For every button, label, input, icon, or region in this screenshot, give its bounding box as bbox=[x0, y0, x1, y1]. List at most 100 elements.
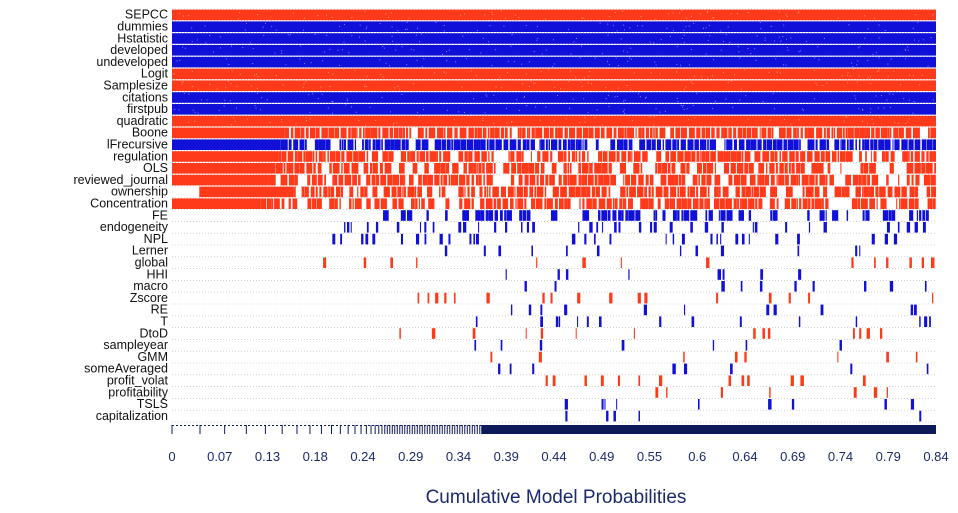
inclusion-gap bbox=[379, 59, 381, 61]
inclusion-tick bbox=[706, 198, 710, 209]
inclusion-gap bbox=[250, 85, 252, 87]
inclusion-gap bbox=[869, 76, 871, 78]
inclusion-tick bbox=[567, 198, 571, 209]
inclusion-gap bbox=[570, 53, 572, 55]
inclusion-tick bbox=[436, 151, 438, 162]
inclusion-tick bbox=[467, 186, 470, 198]
inclusion-gap bbox=[685, 26, 687, 28]
inclusion-band bbox=[172, 80, 936, 91]
inclusion-tick bbox=[680, 127, 687, 139]
inclusion-tick bbox=[771, 127, 774, 139]
inclusion-gap bbox=[679, 12, 681, 14]
inclusion-gap bbox=[683, 41, 685, 43]
inclusion-gap bbox=[218, 110, 220, 112]
inclusion-tick bbox=[362, 139, 364, 150]
inclusion-gap bbox=[422, 108, 424, 110]
inclusion-tick bbox=[439, 151, 442, 162]
inclusion-tick bbox=[313, 163, 316, 174]
inclusion-gap bbox=[317, 98, 319, 100]
inclusion-tick bbox=[906, 174, 910, 186]
inclusion-tick bbox=[352, 198, 354, 209]
inclusion-tick bbox=[745, 186, 751, 198]
inclusion-tick bbox=[340, 127, 347, 139]
inclusion-gap bbox=[878, 37, 880, 39]
inclusion-tick bbox=[524, 198, 527, 209]
inclusion-gap bbox=[887, 63, 889, 65]
inclusion-tick bbox=[707, 186, 710, 198]
inclusion-gap bbox=[822, 85, 824, 87]
inclusion-gap bbox=[560, 88, 562, 90]
inclusion-tick bbox=[318, 139, 326, 150]
inclusion-tick bbox=[662, 210, 666, 221]
inclusion-tick bbox=[498, 363, 501, 375]
inclusion-gap bbox=[682, 106, 684, 108]
inclusion-tick bbox=[819, 139, 826, 150]
inclusion-gap bbox=[263, 34, 265, 36]
inclusion-tick bbox=[531, 198, 536, 209]
inclusion-tick bbox=[417, 186, 422, 198]
inclusion-tick bbox=[637, 292, 641, 304]
inclusion-tick bbox=[508, 151, 510, 162]
inclusion-gap bbox=[299, 58, 301, 60]
inclusion-tick bbox=[516, 186, 523, 198]
inclusion-tick bbox=[667, 163, 671, 174]
inclusion-gap bbox=[813, 70, 815, 72]
inclusion-tick bbox=[757, 174, 759, 186]
inclusion-gap bbox=[854, 95, 856, 97]
inclusion-tick bbox=[468, 163, 473, 174]
inclusion-tick bbox=[427, 186, 433, 198]
inclusion-tick bbox=[646, 139, 652, 150]
inclusion-tick bbox=[405, 127, 409, 139]
inclusion-tick bbox=[889, 281, 894, 292]
inclusion-gap bbox=[889, 106, 891, 108]
inclusion-tick bbox=[401, 139, 406, 150]
inclusion-gap bbox=[399, 88, 401, 90]
inclusion-gap bbox=[837, 17, 839, 19]
inclusion-tick bbox=[710, 233, 713, 245]
variable-label-endogeneity: endogeneity bbox=[100, 220, 169, 234]
inclusion-gap bbox=[385, 13, 387, 15]
inclusion-gap bbox=[778, 18, 780, 20]
inclusion-gap bbox=[737, 46, 739, 48]
inclusion-tick bbox=[528, 304, 532, 316]
inclusion-gap bbox=[443, 30, 445, 32]
inclusion-gap bbox=[907, 121, 909, 123]
inclusion-band bbox=[199, 186, 294, 198]
inclusion-gap bbox=[905, 123, 907, 125]
inclusion-gap bbox=[880, 95, 882, 97]
inclusion-tick bbox=[779, 151, 781, 162]
x-tick-label: 0.39 bbox=[494, 449, 519, 464]
inclusion-tick bbox=[758, 163, 765, 174]
inclusion-tick bbox=[489, 186, 491, 198]
inclusion-tick bbox=[315, 186, 318, 198]
inclusion-tick bbox=[798, 174, 800, 186]
inclusion-tick bbox=[316, 198, 322, 209]
inclusion-tick bbox=[370, 127, 378, 139]
inclusion-tick bbox=[717, 151, 724, 162]
inclusion-tick bbox=[294, 127, 301, 139]
inclusion-gap bbox=[607, 23, 609, 25]
inclusion-gap bbox=[271, 26, 273, 28]
inclusion-gap bbox=[528, 61, 530, 63]
inclusion-tick bbox=[380, 198, 387, 209]
inclusion-tick bbox=[852, 174, 859, 186]
x-axis-title: Cumulative Model Probabilities bbox=[426, 487, 687, 508]
inclusion-tick bbox=[352, 174, 357, 186]
inclusion-tick bbox=[662, 163, 668, 174]
inclusion-gap bbox=[797, 12, 799, 14]
inclusion-tick bbox=[535, 163, 540, 174]
inclusion-gap bbox=[236, 107, 238, 109]
inclusion-tick bbox=[424, 222, 427, 233]
inclusion-gap bbox=[216, 88, 218, 90]
inclusion-gap bbox=[188, 93, 190, 95]
inclusion-gap bbox=[655, 18, 657, 20]
inclusion-gap bbox=[786, 16, 788, 18]
inclusion-tick bbox=[670, 127, 675, 139]
inclusion-gap bbox=[401, 46, 403, 48]
inclusion-tick bbox=[341, 186, 344, 198]
inclusion-tick bbox=[522, 127, 526, 139]
inclusion-gap bbox=[369, 106, 371, 108]
inclusion-band bbox=[172, 21, 936, 32]
inclusion-gap bbox=[506, 107, 508, 109]
inclusion-gap bbox=[446, 109, 448, 111]
